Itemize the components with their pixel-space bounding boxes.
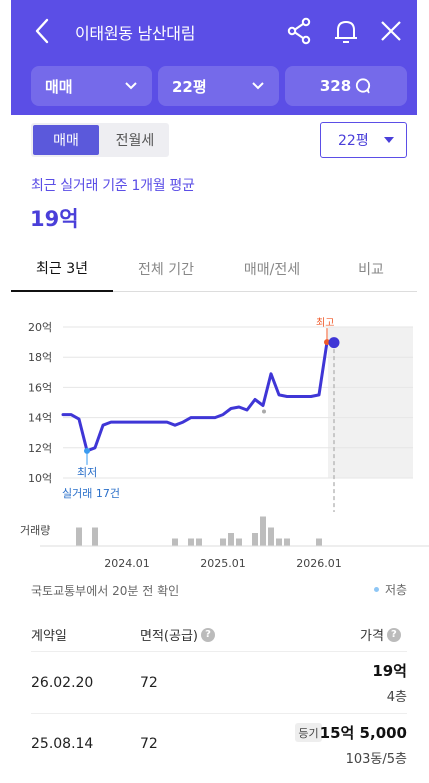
- volume-bar: [276, 538, 282, 546]
- volume-bar: [220, 538, 226, 546]
- trade-type-value: 매매: [45, 77, 73, 96]
- registered-badge: 등기: [295, 723, 322, 742]
- low-caption: 실거래 17건: [62, 487, 120, 500]
- dropdown-triangle-icon: [384, 137, 394, 143]
- tab-recent-3y[interactable]: 최근 3년: [11, 246, 113, 292]
- low-floor-dot-icon: [374, 587, 379, 592]
- average-label: 최근 실거래 기준 1개월 평균: [31, 178, 195, 194]
- segment-rent[interactable]: 전월세: [115, 133, 155, 149]
- chevron-down-icon: [125, 82, 137, 90]
- tab-all-period[interactable]: 전체 기간: [138, 262, 194, 278]
- trade-type-dropdown[interactable]: 매매: [31, 66, 152, 106]
- y-tick-label: 10억: [28, 472, 52, 485]
- current-point: [328, 337, 340, 349]
- row-floor: 4층: [386, 690, 407, 705]
- row-date: 26.02.20: [31, 675, 94, 691]
- x-tick-label: 2025.01: [200, 557, 246, 570]
- row-floor: 103동/5층: [345, 752, 407, 767]
- volume-label: 거래량: [20, 524, 50, 537]
- volume-bar: [260, 516, 266, 546]
- period-tabs: 최근 3년 전체 기간 매매/전세 비교: [11, 246, 417, 292]
- app-header: 이태원동 남산대림 매매 22평 328: [11, 0, 417, 115]
- header-date: 계약일: [31, 629, 67, 644]
- y-tick-label: 20억: [28, 321, 52, 334]
- legend-low-floor: 저층: [374, 581, 407, 598]
- header-price-label: 가격: [360, 629, 384, 644]
- divider: [31, 651, 407, 652]
- chart-size-select[interactable]: 22평: [320, 122, 407, 158]
- header-price: 가격 ?: [360, 625, 401, 644]
- share-icon[interactable]: [284, 16, 314, 46]
- volume-bar: [172, 538, 178, 546]
- price-line: [61, 340, 329, 453]
- tab-compare[interactable]: 비교: [358, 262, 384, 278]
- legend-low-label: 저층: [385, 583, 408, 597]
- high-point: [324, 339, 330, 346]
- volume-bar: [252, 533, 258, 546]
- volume-bar: [228, 533, 234, 546]
- help-icon[interactable]: ?: [200, 627, 215, 642]
- y-tick-label: 16억: [28, 381, 52, 394]
- row-date: 25.08.14: [31, 736, 94, 752]
- y-tick-label: 14억: [28, 412, 52, 425]
- row-price: 19억: [372, 662, 407, 680]
- chart-size-value: 22평: [338, 133, 369, 149]
- average-value: 19억: [30, 207, 79, 231]
- future-region: [328, 327, 413, 478]
- chevron-down-icon: [252, 82, 264, 90]
- trade-segment-control: 매매 전월세: [31, 123, 169, 157]
- header-area: 면적(공급) ?: [140, 625, 215, 644]
- chat-bubble-icon: [356, 78, 371, 94]
- volume-bar: [196, 538, 202, 546]
- bell-icon[interactable]: [331, 16, 361, 46]
- volume-bar: [236, 538, 242, 546]
- high-label: 최고: [316, 317, 334, 329]
- listings-button[interactable]: 328: [285, 66, 407, 106]
- volume-bar: [76, 527, 82, 546]
- x-tick-label: 2026.01: [296, 557, 342, 570]
- segment-sale[interactable]: 매매: [33, 125, 99, 155]
- source-note: 국토교통부에서 20분 전 확인: [31, 584, 180, 598]
- row-price: 15억 5,000: [319, 724, 407, 742]
- volume-bar: [188, 538, 194, 546]
- volume-bar: [316, 538, 322, 546]
- help-icon[interactable]: ?: [386, 627, 401, 642]
- close-icon[interactable]: [376, 16, 406, 46]
- volume-bar: [268, 527, 274, 546]
- y-tick-label: 12억: [28, 442, 52, 455]
- size-dropdown[interactable]: 22평: [158, 66, 279, 106]
- listing-count: 328: [319, 77, 352, 95]
- row-area: 72: [140, 736, 158, 752]
- transaction-dot: [262, 409, 266, 414]
- x-tick-label: 2024.01: [104, 557, 150, 570]
- header-area-label: 면적(공급): [140, 629, 198, 644]
- row-area: 72: [140, 675, 158, 691]
- size-value: 22평: [172, 77, 207, 96]
- volume-bar: [284, 538, 290, 546]
- y-tick-label: 18억: [28, 351, 52, 364]
- tab-sale-jeonse[interactable]: 매매/전세: [243, 262, 301, 278]
- divider: [31, 713, 407, 714]
- page-title: 이태원동 남산대림: [75, 24, 196, 43]
- back-arrow-icon[interactable]: [27, 14, 57, 48]
- volume-bar: [92, 527, 98, 546]
- low-label: 최저: [77, 466, 97, 479]
